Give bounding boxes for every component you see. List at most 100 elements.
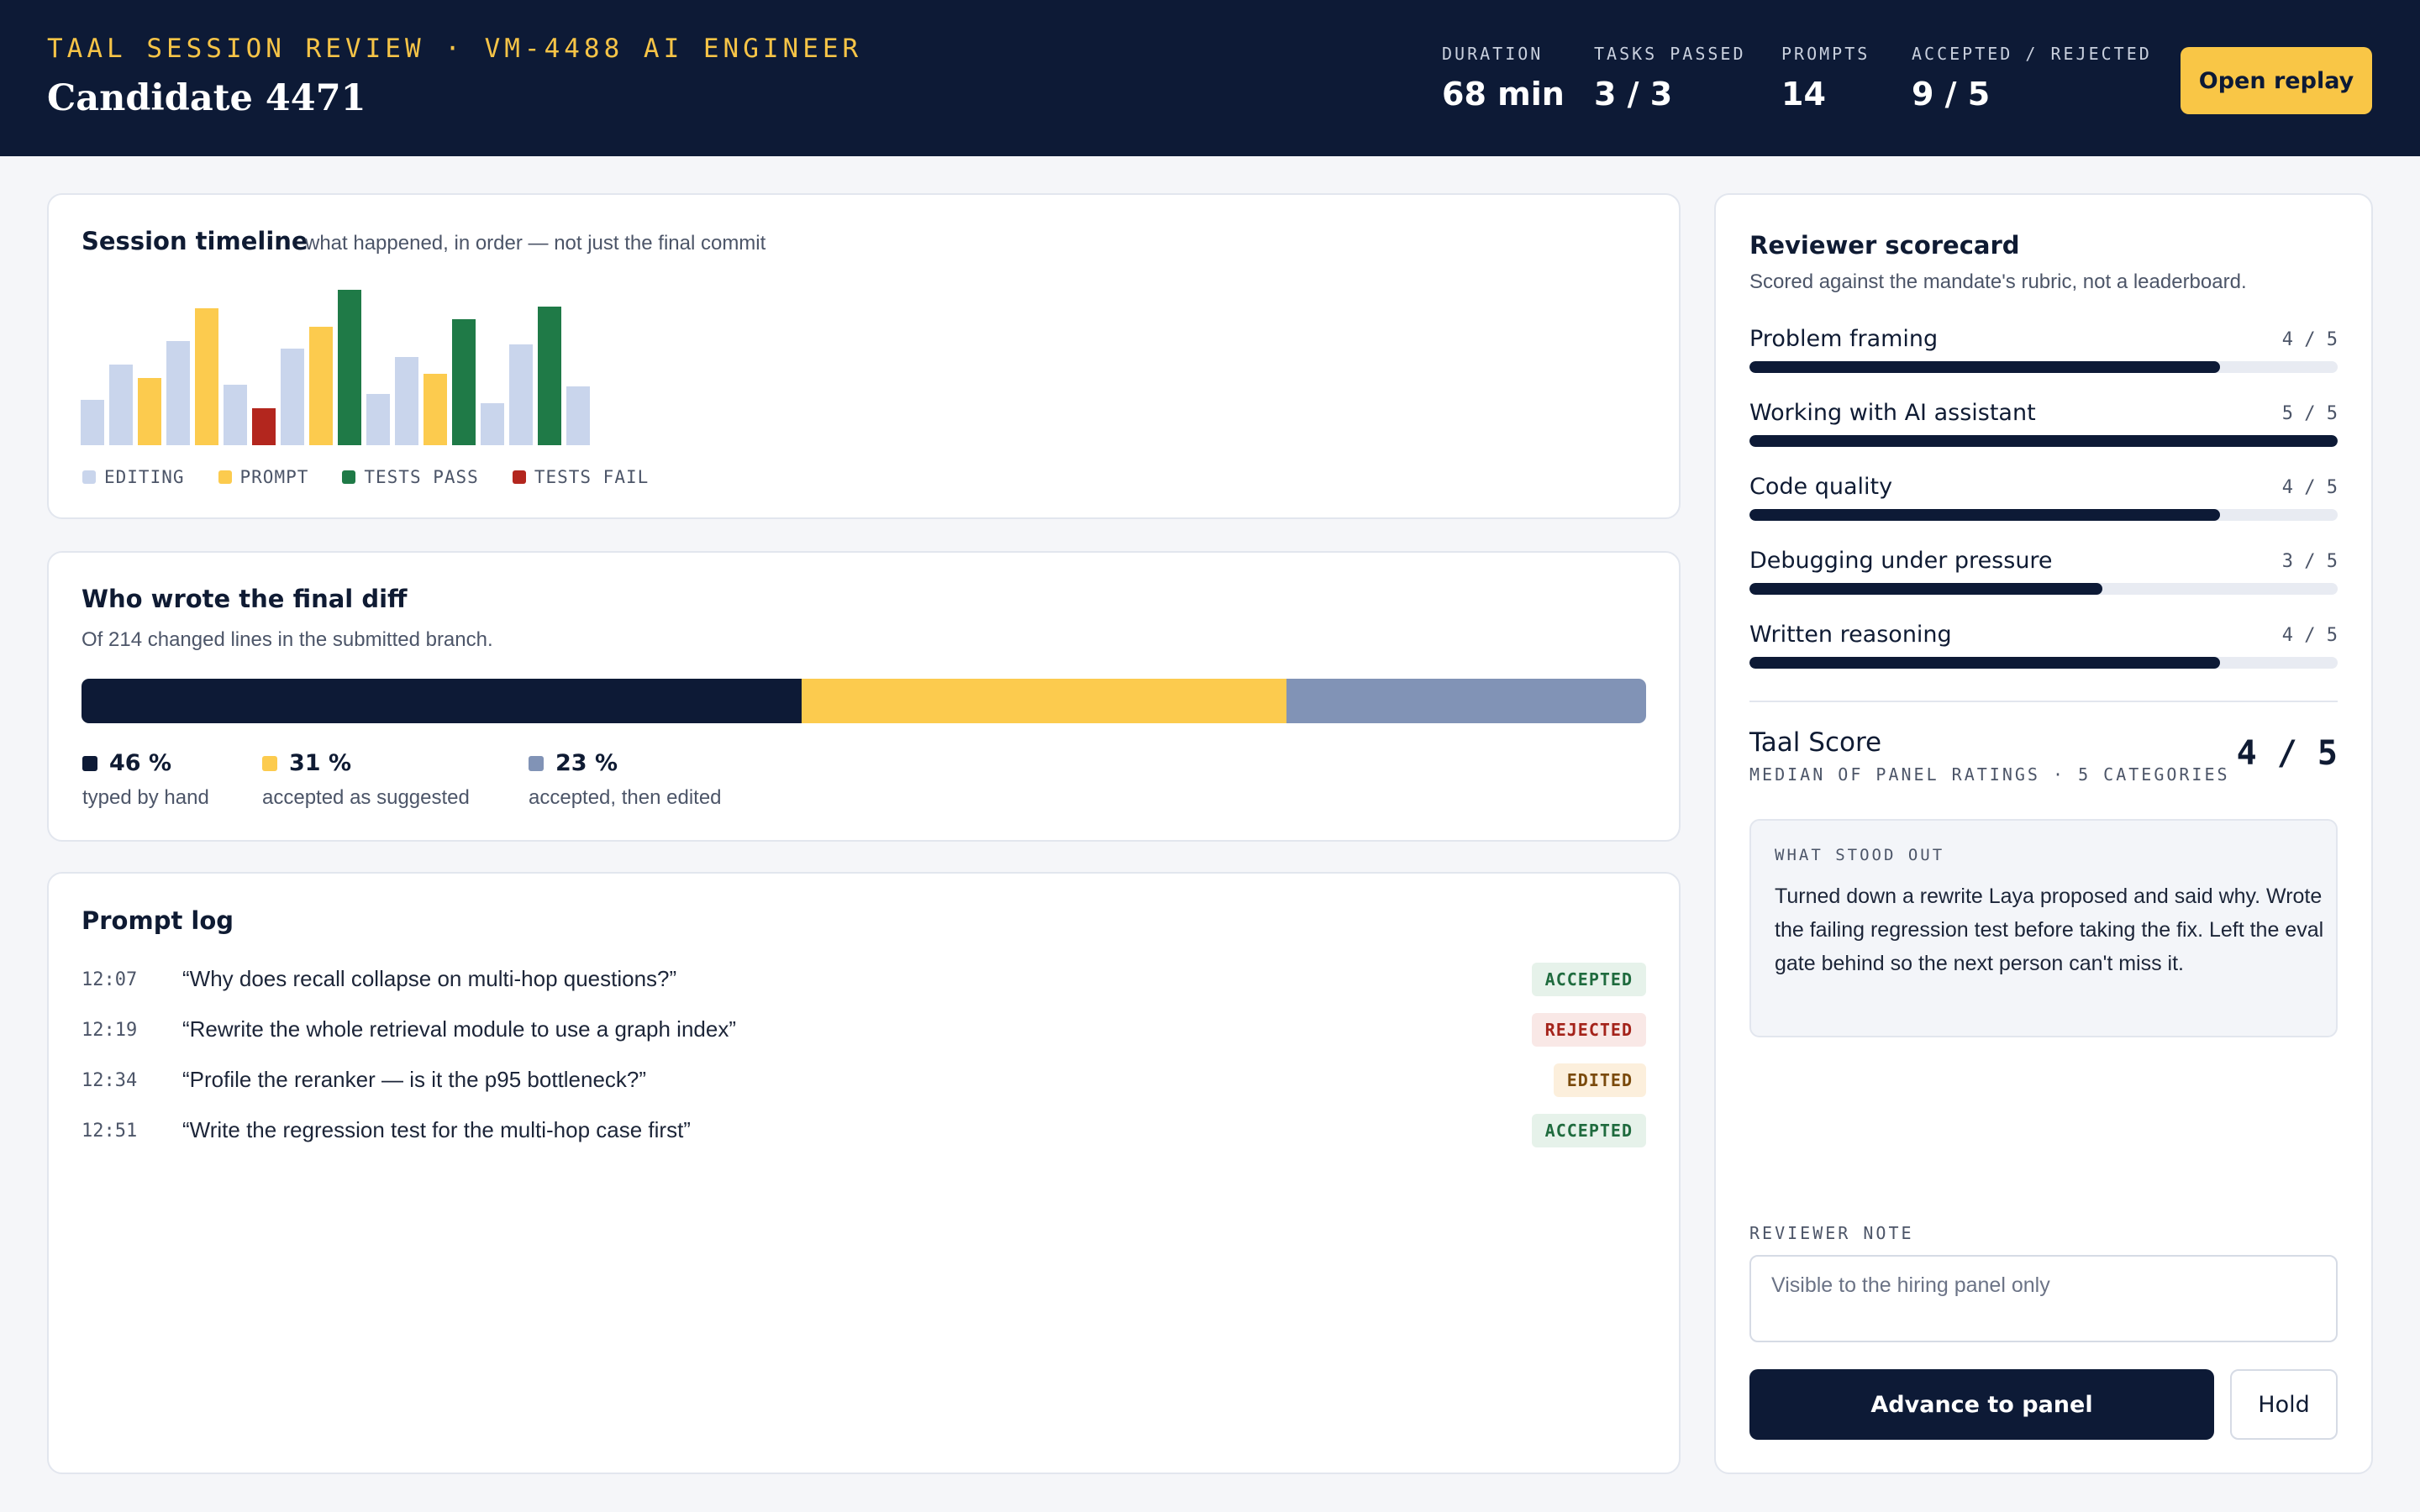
- prompt-log-card: [47, 872, 1681, 1474]
- candidate-title: Candidate 4471: [47, 77, 366, 119]
- prompt-log-row[interactable]: 12:19 “Rewrite the whole retrieval modul…: [82, 1013, 1646, 1047]
- score-track: [1749, 435, 2338, 447]
- open-replay-button[interactable]: Open replay: [2181, 47, 2372, 114]
- status-badge: REJECTED: [1531, 1013, 1646, 1047]
- stat-value: 9 / 5: [1912, 76, 1991, 113]
- diff-swatch: [529, 755, 544, 771]
- stat-accepted-rejected: ACCEPTED / REJECTED 9 / 5: [1912, 44, 2152, 113]
- prompt-text: “Profile the reranker — is it the p95 bo…: [182, 1067, 647, 1092]
- what-stood-out-panel: WHAT STOOD OUT Turned down a rewrite Lay…: [1749, 819, 2338, 1037]
- timeline-event-tests-pass: [338, 290, 361, 445]
- stat-value: 68 min: [1442, 76, 1565, 113]
- timeline-event-tests-pass: [452, 319, 476, 445]
- diff-stat-typed: 46 % typed by hand: [82, 750, 209, 810]
- timeline-event-editing: [281, 349, 304, 445]
- diff-swatch: [82, 755, 97, 771]
- diff-percent: 31 %: [289, 750, 352, 776]
- stat-prompts: PROMPTS 14: [1781, 44, 1870, 113]
- timeline-event-editing: [366, 394, 390, 445]
- score-category: Debugging under pressure: [1749, 548, 2053, 574]
- score-fill: [1749, 435, 2338, 447]
- score-fill: [1749, 509, 2220, 521]
- timeline-subtitle: what happened, in order — not just the f…: [305, 232, 766, 255]
- taal-score-value: 4 / 5: [2236, 734, 2338, 773]
- advance-to-panel-button[interactable]: Advance to panel: [1749, 1369, 2214, 1440]
- timeline-event-editing: [224, 385, 247, 445]
- score-value: 4 / 5: [2281, 625, 2338, 646]
- score-track: [1749, 361, 2338, 373]
- diff-percent: 23 %: [555, 750, 618, 776]
- stat-label: PROMPTS: [1781, 44, 1870, 64]
- score-value: 4 / 5: [2281, 477, 2338, 498]
- prompt-log-row[interactable]: 12:51 “Write the regression test for the…: [82, 1114, 1646, 1147]
- diff-segment-typed: [82, 679, 802, 723]
- stood-out-text: Turned down a rewrite Laya proposed and …: [1775, 885, 2324, 975]
- legend-swatch: [512, 470, 526, 484]
- prompt-time: 12:19: [82, 1020, 138, 1041]
- prompt-time: 12:07: [82, 969, 138, 990]
- legend-item-tests-pass: TESTS PASS: [342, 467, 478, 487]
- prompt-log-row[interactable]: 12:34 “Profile the reranker — is it the …: [82, 1063, 1646, 1097]
- diff-segment-edited: [1286, 679, 1646, 723]
- timeline-event-editing: [566, 386, 590, 445]
- diff-description: typed by hand: [82, 786, 209, 809]
- score-value: 5 / 5: [2281, 403, 2338, 424]
- prompt-time: 12:51: [82, 1121, 138, 1142]
- diff-stat-edited: 23 % accepted, then edited: [529, 750, 722, 810]
- timeline-event-prompt: [195, 308, 218, 445]
- diff-subtitle: Of 214 changed lines in the submitted br…: [82, 628, 493, 651]
- score-fill: [1749, 361, 2220, 373]
- scorecard-title: Reviewer scorecard: [1749, 231, 2020, 260]
- timeline-event-editing: [166, 341, 190, 445]
- reviewer-note-input[interactable]: [1749, 1255, 2338, 1342]
- score-category: Working with AI assistant: [1749, 400, 2036, 426]
- legend-label: TESTS PASS: [364, 467, 479, 487]
- diff-description: accepted, then edited: [529, 786, 722, 809]
- diff-stacked-bar: [82, 679, 1646, 723]
- score-value: 4 / 5: [2281, 329, 2338, 350]
- timeline-event-editing: [109, 365, 133, 445]
- score-category: Written reasoning: [1749, 622, 1952, 648]
- taal-score-title: Taal Score: [1749, 727, 1882, 758]
- score-track: [1749, 657, 2338, 669]
- diff-stat-accepted: 31 % accepted as suggested: [262, 750, 470, 810]
- diff-segment-accepted: [801, 679, 1286, 723]
- timeline-event-editing: [481, 403, 504, 445]
- legend-label: EDITING: [104, 467, 185, 487]
- timeline-event-editing: [509, 344, 533, 445]
- stood-out-label: WHAT STOOD OUT: [1775, 846, 1945, 864]
- status-badge: EDITED: [1553, 1063, 1646, 1097]
- timeline-event-prompt: [138, 378, 161, 445]
- legend-label: PROMPT: [239, 467, 309, 487]
- top-header: TAAL SESSION REVIEW · VM-4488 AI ENGINEE…: [0, 0, 2420, 156]
- taal-score-subtitle: MEDIAN OF PANEL RATINGS · 5 CATEGORIES: [1749, 764, 2230, 785]
- timeline-chart: [81, 252, 618, 445]
- stat-label: ACCEPTED / REJECTED: [1912, 44, 2152, 64]
- legend-item-tests-fail: TESTS FAIL: [512, 467, 650, 487]
- legend-swatch: [82, 470, 96, 484]
- prompt-time: 12:34: [82, 1070, 138, 1091]
- score-category: Code quality: [1749, 474, 1893, 500]
- score-track: [1749, 509, 2338, 521]
- hold-button[interactable]: Hold: [2230, 1369, 2338, 1440]
- score-fill: [1749, 583, 2102, 595]
- score-category: Problem framing: [1749, 326, 1939, 352]
- status-badge: ACCEPTED: [1531, 1114, 1646, 1147]
- prompt-text: “Write the regression test for the multi…: [182, 1117, 691, 1142]
- stat-label: TASKS PASSED: [1594, 44, 1746, 64]
- reviewer-note-label: REVIEWER NOTE: [1749, 1223, 1914, 1243]
- legend-swatch: [342, 470, 356, 484]
- scorecard-divider: [1749, 701, 2338, 702]
- timeline-legend: EDITING PROMPT TESTS PASS TESTS FAIL: [82, 467, 649, 487]
- stat-value: 3 / 3: [1594, 76, 1673, 113]
- timeline-event-tests-pass: [538, 307, 561, 445]
- timeline-title: Session timeline: [82, 227, 308, 255]
- legend-item-editing: EDITING: [82, 467, 185, 487]
- scorecard-subtitle: Scored against the mandate's rubric, not…: [1749, 270, 2247, 293]
- status-badge: ACCEPTED: [1531, 963, 1646, 996]
- legend-label: TESTS FAIL: [534, 467, 650, 487]
- prompt-log-row[interactable]: 12:07 “Why does recall collapse on multi…: [82, 963, 1646, 996]
- stat-label: DURATION: [1442, 44, 1544, 64]
- timeline-event-editing: [395, 357, 418, 445]
- timeline-event-editing: [81, 400, 104, 445]
